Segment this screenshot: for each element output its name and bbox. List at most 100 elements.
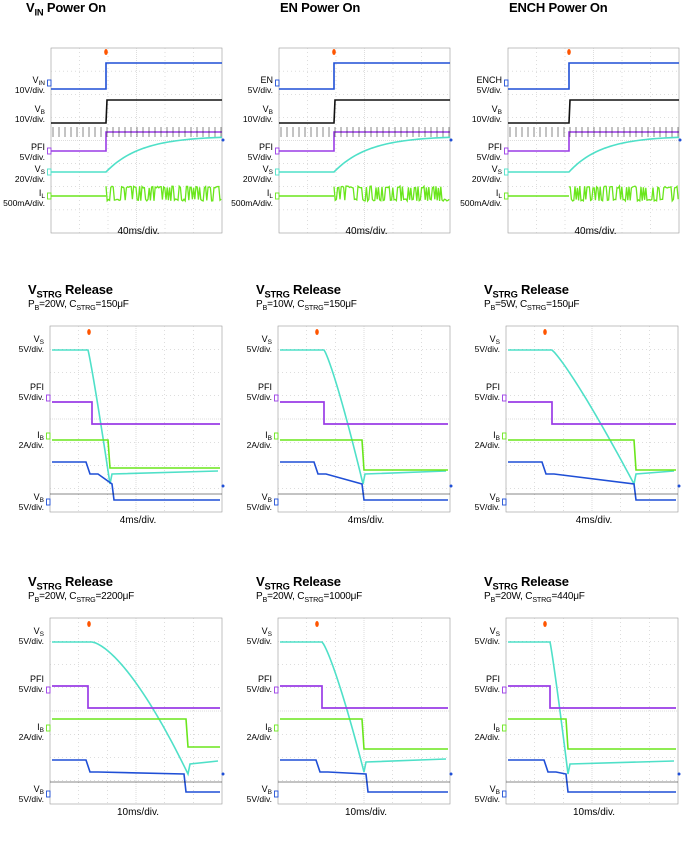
ref-marker <box>449 138 453 142</box>
channel-scale: 500mA/div. <box>460 198 502 208</box>
channel-scale: 5V/div. <box>20 152 45 162</box>
channel-scale: 5V/div. <box>247 502 272 512</box>
x-axis-label: 10ms/div. <box>116 807 160 818</box>
ib-trace <box>508 718 676 750</box>
ch1-trace <box>51 62 222 90</box>
x-axis-label: 4ms/div. <box>575 515 613 526</box>
trigger-marker <box>315 329 319 335</box>
channel-subscript: IN <box>39 80 46 87</box>
channel-subscript: B <box>268 727 272 734</box>
channel-1-marker <box>46 498 51 506</box>
channel-subscript: B <box>496 435 500 442</box>
channel-3-marker <box>46 394 51 402</box>
ref-marker <box>221 772 225 776</box>
vs-trace <box>280 641 447 773</box>
channel-scale: 20V/div. <box>15 174 45 184</box>
channel-label: VS <box>263 164 274 176</box>
channel-label: PFI <box>486 382 500 392</box>
channel-1-marker <box>502 498 507 506</box>
channel-2-marker <box>46 724 51 732</box>
channel-label: PFI <box>31 142 45 152</box>
channel-name: V <box>35 104 41 114</box>
ref-marker <box>677 772 681 776</box>
vb-trace <box>51 99 222 124</box>
channel-name: V <box>32 75 38 85</box>
channel-label: ENCH <box>476 75 502 85</box>
channel-scale: 5V/div. <box>19 392 44 402</box>
channel-label: VIN <box>32 75 45 87</box>
ref-marker <box>449 484 453 488</box>
channel-name: I <box>267 188 270 198</box>
channel-scale: 5V/div. <box>477 152 502 162</box>
channel-subscript: B <box>40 727 44 734</box>
channel-label: VS <box>492 164 503 176</box>
channel-subscript: B <box>40 497 44 504</box>
chart-panel: VSTRG Release PB=20W, CSTRG=1000μF VS 5V/di… <box>228 574 456 840</box>
ib-trace <box>52 439 220 469</box>
channel-subscript: B <box>496 789 500 796</box>
channel-label: PFI <box>486 674 500 684</box>
channel-scale: 2A/div. <box>475 440 500 450</box>
channel-2-marker <box>274 724 279 732</box>
channel-scale: 5V/div. <box>248 85 273 95</box>
trigger-marker <box>332 49 336 55</box>
vs-trace <box>508 349 675 487</box>
channel-5-marker <box>47 192 52 200</box>
channel-name: I <box>265 430 268 440</box>
chart-panel: VSTRG Release PB=10W, CSTRG=150μF VS 5V/div… <box>228 282 456 548</box>
chart-title: VSTRG Release <box>256 574 341 592</box>
channel-label: PFI <box>258 382 272 392</box>
channel-scale: 2A/div. <box>247 440 272 450</box>
pfi-trace <box>280 401 448 425</box>
channel-label: IB <box>37 722 44 734</box>
channel-4-marker <box>275 168 280 176</box>
channel-name: V <box>492 104 498 114</box>
channel-label: VB <box>35 104 45 116</box>
channel-label: VB <box>490 784 500 796</box>
channel-subscript: S <box>496 339 501 346</box>
channel-name: I <box>39 188 42 198</box>
channel-subscript: B <box>41 109 45 116</box>
channel-subscript: S <box>40 631 45 638</box>
channel-subscript: L <box>269 193 273 200</box>
ib-trace <box>52 718 220 748</box>
channel-label: IB <box>493 722 500 734</box>
channel-1-marker <box>275 79 280 87</box>
pfi-trace <box>52 401 220 425</box>
x-axis-label: 4ms/div. <box>347 515 385 526</box>
ib-trace <box>508 439 676 471</box>
channel-name: V <box>34 784 40 794</box>
channel-name: V <box>262 334 268 344</box>
channel-scale: 5V/div. <box>19 636 44 646</box>
channel-label: PFI <box>30 674 44 684</box>
chart-title: EN Power On <box>280 0 361 15</box>
x-axis-label: 40ms/div. <box>117 226 160 237</box>
x-axis-label: 40ms/div. <box>345 226 388 237</box>
channel-name: PFI <box>30 382 44 392</box>
vb-trace <box>508 99 679 124</box>
channel-2-marker <box>502 724 507 732</box>
channel-scale: 5V/div. <box>247 392 272 402</box>
channel-scale: 5V/div. <box>475 392 500 402</box>
chart-panel: ENCH Power On ENCH 5V/div. VB 10V/div. PFI 5V/… <box>456 0 684 266</box>
il-burst <box>568 184 679 203</box>
channel-name: V <box>262 784 268 794</box>
vs-trace <box>52 349 219 485</box>
x-axis-label: 10ms/div. <box>344 807 388 818</box>
chart-subtitle: PB=20W, CSTRG=1000μF <box>256 591 363 604</box>
channel-scale: 5V/div. <box>475 794 500 804</box>
channel-name: V <box>262 492 268 502</box>
channel-4-marker <box>47 168 52 176</box>
channel-subscript: S <box>268 631 273 638</box>
chart-title: VSTRG Release <box>28 282 113 300</box>
ib-trace <box>280 439 448 471</box>
channel-5-marker <box>275 192 280 200</box>
channel-subscript: B <box>40 789 44 796</box>
chart-subtitle: PB=20W, CSTRG=440μF <box>484 591 585 604</box>
chart-panel: VSTRG Release PB=20W, CSTRG=150μF VS 5V/div… <box>0 282 228 548</box>
channel-name: V <box>263 164 269 174</box>
channel-label: PFI <box>488 142 502 152</box>
channel-scale: 5V/div. <box>247 344 272 354</box>
channel-subscript: B <box>496 497 500 504</box>
